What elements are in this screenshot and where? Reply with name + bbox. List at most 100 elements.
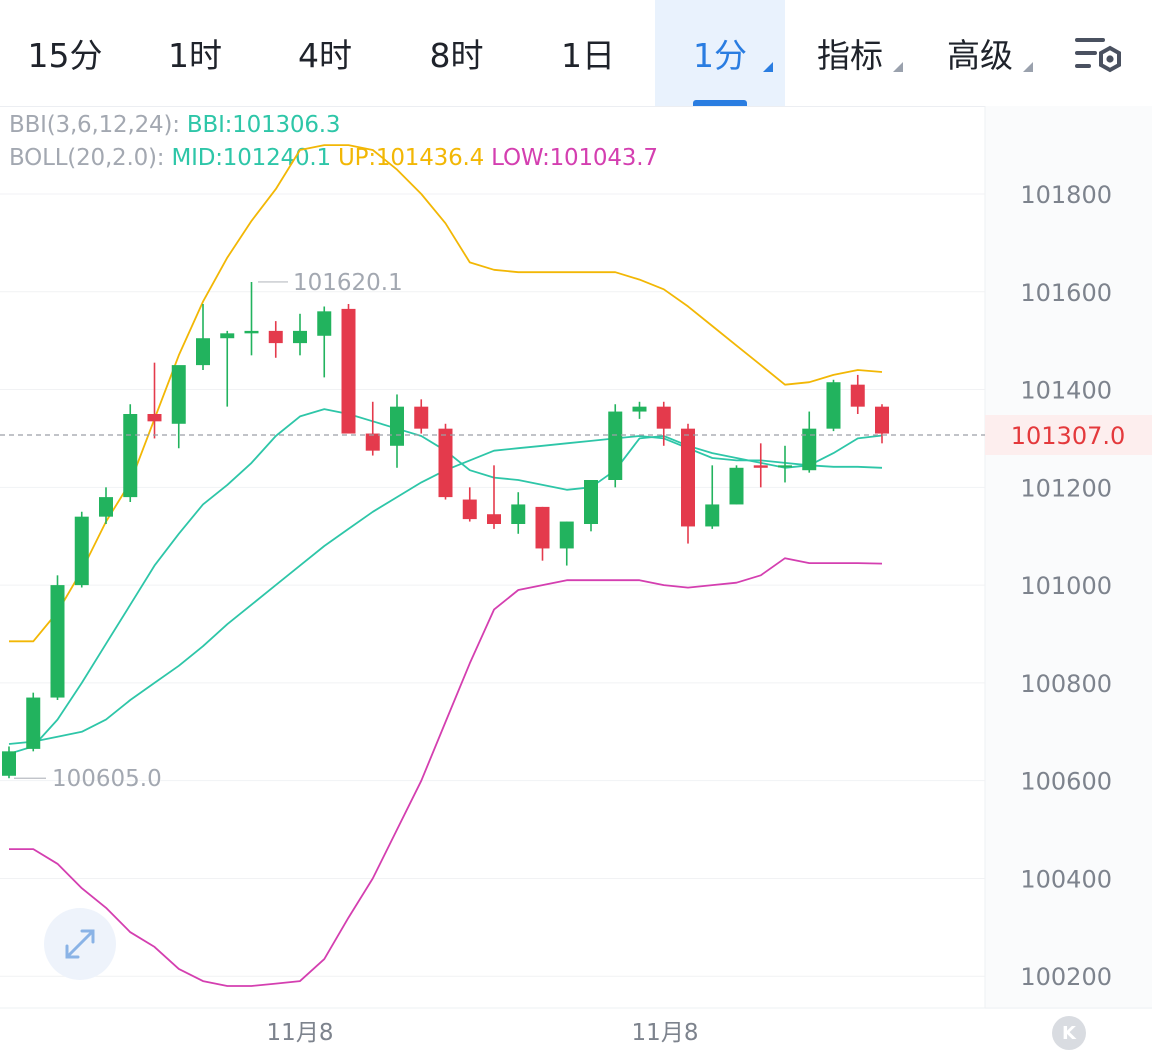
candle — [826, 379, 841, 432]
candle — [584, 480, 598, 532]
candle — [341, 304, 356, 434]
candle — [268, 321, 283, 358]
candle-body — [414, 406, 429, 429]
candle-body — [608, 411, 623, 480]
candle-body — [196, 338, 210, 366]
candle-body — [317, 311, 332, 336]
tab-label: 15分 — [27, 36, 103, 75]
candle — [656, 401, 671, 446]
tab-label: 指标 — [817, 36, 883, 75]
candle-body — [220, 333, 235, 339]
min-price-label: 100605.0 — [52, 766, 162, 792]
y-tick-label: 100600 — [1020, 768, 1112, 796]
candle-body — [850, 384, 865, 407]
dropdown-caret-icon — [763, 62, 773, 72]
candle-body — [171, 365, 186, 424]
candle — [99, 487, 113, 524]
candle-body — [293, 330, 307, 344]
dropdown-caret-icon — [893, 62, 903, 72]
candle — [511, 492, 526, 534]
candle — [802, 411, 817, 473]
max-price-label: 101620.1 — [293, 270, 403, 296]
chart-settings-icon[interactable] — [1074, 34, 1124, 78]
tab-label: 1分 — [693, 36, 747, 75]
candle-body — [438, 428, 453, 498]
candle-body — [511, 504, 526, 524]
scroll-left-icon: K — [1062, 1022, 1076, 1044]
tab-1min[interactable]: 1分 — [655, 0, 785, 106]
candle-body — [753, 465, 768, 468]
tab-1day[interactable]: 1日 — [523, 0, 653, 106]
active-tab-indicator — [693, 100, 747, 106]
tab-label: 4时 — [298, 36, 352, 75]
bbi-params: BBI(3,6,12,24): — [9, 112, 180, 138]
candle — [753, 443, 768, 488]
y-tick-label: 101400 — [1020, 377, 1112, 405]
tab-indicators[interactable]: 指标 — [785, 0, 915, 106]
x-tick-label: 11月8 — [267, 1020, 334, 1046]
boll-params: BOLL(20,2.0): — [9, 145, 165, 171]
candle-body — [632, 406, 647, 412]
tab-advanced[interactable]: 高级 — [915, 0, 1045, 106]
candle — [681, 423, 695, 544]
candle — [559, 521, 574, 566]
tab-1hour[interactable]: 1时 — [130, 0, 260, 106]
candle — [414, 399, 429, 434]
candle-body — [74, 516, 89, 586]
candle — [171, 365, 186, 449]
candle-body — [268, 330, 283, 344]
candle — [632, 401, 647, 419]
candle-body — [462, 499, 477, 520]
dropdown-caret-icon — [1023, 62, 1033, 72]
boll-up-value: UP:101436.4 — [338, 145, 485, 171]
y-tick-label: 100400 — [1020, 865, 1112, 893]
tab-15min[interactable]: 15分 — [0, 0, 130, 106]
y-axis-panel — [985, 106, 1152, 1009]
scroll-left-button[interactable]: K — [1052, 1016, 1086, 1050]
x-tick-label: 11月8 — [632, 1020, 699, 1046]
y-tick-label: 100200 — [1020, 963, 1112, 991]
y-tick-label: 100800 — [1020, 670, 1112, 698]
candle — [365, 401, 380, 456]
candle-body — [802, 428, 817, 471]
candle-body — [875, 406, 889, 434]
candle — [390, 394, 404, 468]
candle-body — [559, 521, 574, 549]
last-price-label: 101307.0 — [1011, 422, 1126, 450]
series-line-low — [9, 557, 883, 987]
y-tick-label: 101200 — [1020, 474, 1112, 502]
candle — [608, 404, 623, 488]
expand-arrows-icon — [65, 929, 95, 959]
candle-body — [826, 382, 841, 429]
candle-body — [681, 428, 695, 527]
candle — [244, 282, 259, 356]
candle-body — [147, 414, 162, 422]
candle — [487, 465, 501, 529]
candle — [438, 423, 453, 500]
expand-chart-button[interactable] — [44, 908, 116, 980]
candle — [778, 445, 792, 483]
tab-8hour[interactable]: 8时 — [390, 0, 523, 106]
timeframe-tabbar: 15分 1时 4时 8时 1日 1分 指标 高级 — [0, 0, 1152, 107]
candle-body — [341, 308, 356, 434]
candle-body — [99, 497, 113, 517]
candle — [123, 404, 138, 502]
candle — [74, 511, 89, 588]
candle — [875, 404, 889, 444]
candle-body — [729, 467, 744, 505]
y-tick-label: 101600 — [1020, 279, 1112, 307]
candle-body — [123, 414, 138, 498]
tab-label: 8时 — [429, 36, 484, 75]
candle-body — [26, 697, 41, 749]
bbi-legend: BBI(3,6,12,24): BBI:101306.3 — [9, 112, 341, 138]
series-line-up — [9, 144, 883, 643]
candle — [462, 487, 477, 522]
candle-body — [778, 465, 792, 468]
tab-label: 1日 — [561, 36, 615, 75]
candle-body — [244, 330, 259, 334]
candle — [196, 304, 210, 370]
candle-body — [705, 504, 720, 527]
tab-4hour[interactable]: 4时 — [260, 0, 390, 106]
candle-body — [2, 751, 16, 776]
